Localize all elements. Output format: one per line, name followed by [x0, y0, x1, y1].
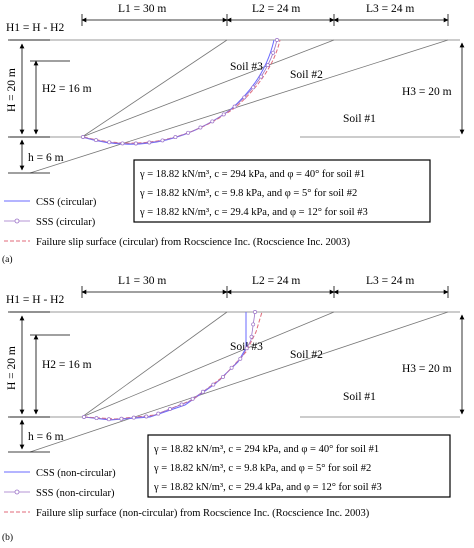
l2-label-b: L2 = 24 m: [252, 275, 300, 287]
properties-box-b: [147, 434, 451, 498]
sss-point: [198, 125, 203, 130]
sss-point: [168, 407, 172, 411]
panel-tag-b: (b): [2, 532, 13, 543]
sss-point: [173, 135, 178, 140]
sss-point: [229, 365, 234, 370]
css-curve-a: [81, 39, 275, 145]
sss-points-b: [82, 310, 257, 422]
sss-point: [238, 356, 243, 361]
sss-point: [251, 322, 256, 327]
legend-css-label-b: CSS (non-circular): [36, 468, 116, 479]
sss-points-a: [81, 38, 279, 146]
prop-soil3-a: γ = 18.82 kN/m³, c = 29.4 kPa, and φ = 1…: [139, 207, 368, 218]
sss-point: [147, 140, 152, 145]
sss-point: [190, 396, 195, 401]
h-label-a: H = 20 m: [6, 68, 18, 112]
panel-b: L1 = 30 m L2 = 24 m L3 = 24 m H1 = H - H…: [2, 275, 465, 543]
legend-sss-label-b: SSS (non-circular): [36, 488, 115, 499]
legend-b: CSS (non-circular) SSS (non-circular) Fa…: [4, 468, 370, 519]
legend-rocs-label-a: Failure slip surface (circular) from Roc…: [36, 237, 350, 248]
legend-sss-marker-a: [14, 218, 20, 224]
soil1-label-a: Soil #1: [343, 113, 376, 125]
prop-soil1-a: γ = 18.82 kN/m³, c = 294 kPa, and φ = 40…: [139, 169, 365, 180]
sss-point: [251, 85, 256, 90]
sss-point: [210, 119, 215, 124]
dim-left-b: [8, 311, 70, 453]
prop-soil1-b: γ = 18.82 kN/m³, c = 294 kPa, and φ = 40…: [153, 444, 379, 455]
css-curve-b: [83, 312, 247, 421]
soil1-label-b: Soil #1: [343, 391, 376, 403]
sss-point: [144, 414, 149, 419]
sss-point: [94, 416, 99, 421]
rocscience-curve-b: [83, 311, 263, 420]
sss-point: [221, 374, 225, 379]
slope-geometry-a: [10, 39, 460, 174]
l1-label-a: L1 = 30 m: [118, 3, 166, 15]
dim-top-b: [81, 286, 449, 298]
dim-top-a: [81, 14, 449, 26]
h-small-label-a: h = 6 m: [28, 152, 64, 164]
sss-point: [120, 141, 125, 146]
slope-geometry-b: [10, 311, 460, 453]
h-small-label-b: h = 6 m: [28, 431, 64, 443]
soil2-label-a: Soil #2: [290, 69, 323, 81]
panel-tag-a: (a): [2, 254, 13, 265]
sss-point: [160, 138, 165, 143]
legend-rocs-label-b: Failure slip surface (non-circular) from…: [36, 508, 370, 519]
sss-point: [107, 140, 112, 145]
legend-a: CSS (circular) SSS (circular) Failure sl…: [4, 197, 350, 248]
sss-point: [179, 402, 184, 407]
legend-sss-marker-b: [14, 489, 20, 495]
sss-point: [94, 138, 98, 143]
sss-curve-b: [83, 311, 256, 420]
sss-point: [82, 415, 86, 419]
sss-point: [244, 346, 249, 351]
h3-label-b: H3 = 20 m: [402, 363, 452, 375]
rocscience-curve-a: [83, 39, 281, 144]
l3-label-b: L3 = 24 m: [366, 275, 414, 287]
sss-point: [221, 112, 226, 117]
sss-point: [201, 389, 205, 394]
h-label-b: H = 20 m: [6, 346, 18, 390]
soil2-label-b: Soil #2: [290, 349, 323, 361]
h2-label-a: H2 = 16 m: [42, 83, 92, 95]
sss-point: [242, 95, 247, 100]
sss-point: [253, 310, 257, 314]
panel-a: L1 = 30 m L2 = 24 m L3 = 24 m: [2, 3, 465, 265]
sss-point: [259, 74, 264, 79]
prop-soil2-a: γ = 18.82 kN/m³, c = 9.8 kPa, and φ = 5°…: [139, 188, 357, 199]
sss-point: [249, 334, 254, 339]
sss-point: [186, 130, 191, 135]
sss-point: [81, 135, 85, 139]
l3-label-a: L3 = 24 m: [366, 3, 414, 15]
dim-left-a: [8, 39, 70, 174]
soil3-label-a: Soil #3: [230, 61, 263, 73]
h2-label-b: H2 = 16 m: [42, 359, 92, 371]
properties-box-a: [133, 159, 431, 223]
l2-label-a: L2 = 24 m: [252, 3, 300, 15]
h1-label-a: H1 = H - H2: [6, 22, 64, 34]
prop-soil2-b: γ = 18.82 kN/m³, c = 9.8 kPa, and φ = 5°…: [153, 463, 371, 474]
legend-sss-label-a: SSS (circular): [36, 217, 96, 228]
sss-point: [211, 382, 216, 387]
sss-point: [133, 141, 138, 146]
sss-point: [271, 50, 276, 55]
sss-point: [119, 416, 124, 421]
sss-point: [106, 417, 111, 422]
sss-point: [131, 415, 136, 420]
h1-label-b: H1 = H - H2: [6, 294, 64, 306]
prop-soil3-b: γ = 18.82 kN/m³, c = 29.4 kPa, and φ = 1…: [153, 482, 382, 493]
sss-point: [265, 63, 270, 68]
l1-label-b: L1 = 30 m: [118, 275, 166, 287]
sss-point: [156, 411, 161, 416]
h3-label-a: H3 = 20 m: [402, 86, 452, 98]
sss-point: [232, 104, 237, 109]
legend-css-label-a: CSS (circular): [36, 197, 97, 208]
sss-point: [275, 38, 279, 42]
